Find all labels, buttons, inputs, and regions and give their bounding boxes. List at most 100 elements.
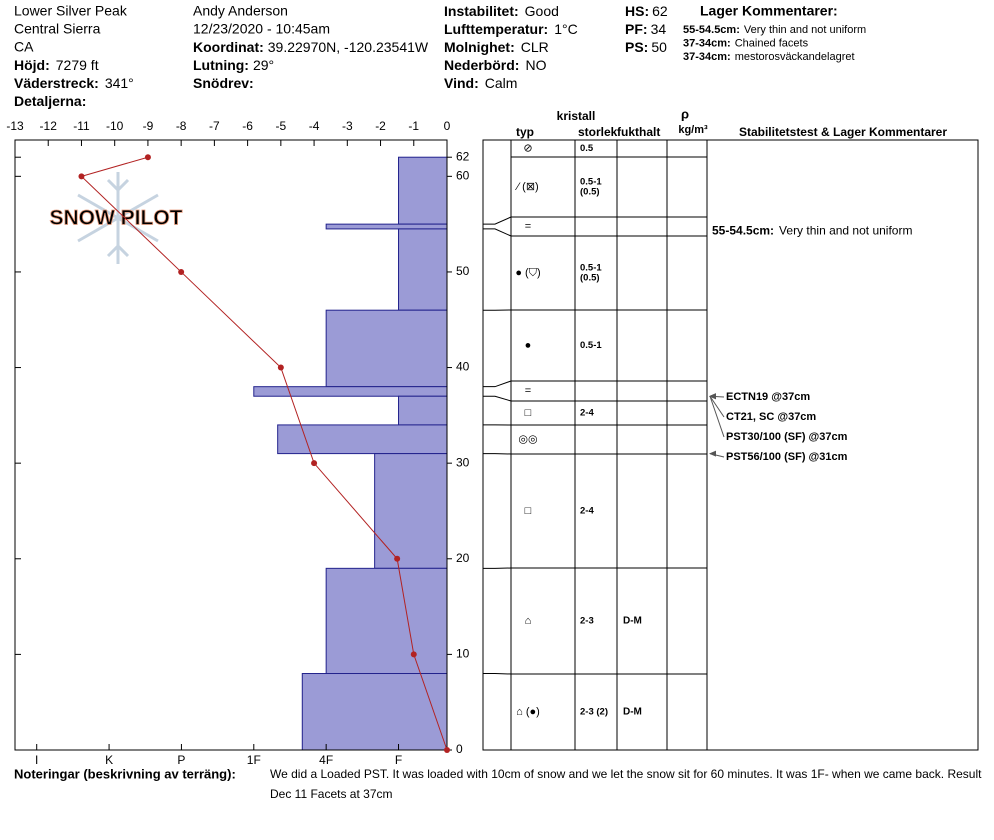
condition-field-value: Good — [525, 3, 559, 19]
observer-field-label: Koordinat: — [193, 39, 264, 55]
crystal-size: 2-4 — [580, 506, 594, 517]
hardness-tick-label: 4F — [319, 753, 333, 767]
x-tick-label: -4 — [309, 119, 320, 133]
site-line: Lower Silver Peak — [14, 3, 128, 19]
crystal-size: 2-3 (2) — [580, 707, 608, 718]
observer-line: 12/23/2020 - 10:45am — [193, 21, 330, 37]
observer-field: Snödrev: — [193, 75, 254, 91]
site-line: Central Sierra — [14, 21, 101, 37]
hardness-bar — [301, 673, 448, 751]
condition-field: Nederbörd: NO — [444, 57, 547, 73]
y-tick-label: 60 — [456, 169, 470, 183]
logo — [77, 172, 159, 264]
pit-field: HS: 62 — [625, 3, 668, 19]
layer-connector — [483, 380, 512, 388]
condition-field-label: Molnighet: — [444, 39, 515, 55]
crystal-size: 2-4 — [580, 408, 594, 419]
temperature-point — [444, 747, 450, 753]
x-tick-label: -11 — [73, 119, 90, 133]
condition-field-label: Instabilitet: — [444, 3, 519, 19]
table-header: fukthalt — [617, 125, 660, 139]
hardness-bar — [253, 386, 448, 397]
x-tick-label: -10 — [106, 119, 124, 133]
stability-test: CT21, SC @37cm — [726, 411, 816, 423]
site-field: Väderstreck: 341° — [14, 75, 134, 91]
temperature-point — [144, 154, 151, 161]
notes-line: Dec 11 Facets at 37cm — [270, 787, 393, 801]
condition-field: Molnighet: CLR — [444, 39, 549, 55]
condition-field-label: Vind: — [444, 75, 479, 91]
hardness-bar — [398, 395, 448, 426]
y-tick-label: 30 — [456, 455, 470, 469]
crystal-type: □ — [525, 505, 532, 517]
moisture: D-M — [623, 616, 642, 627]
layer-comment-value: Very thin and not uniform — [779, 224, 912, 238]
x-tick-label: -5 — [276, 119, 287, 133]
site-field-label: Höjd: — [14, 57, 50, 73]
comments-title: Lager Kommentarer: — [700, 3, 838, 19]
table-header: Stabilitetstest & Lager Kommentarer — [739, 125, 947, 139]
observer-field: Lutning: 29° — [193, 57, 274, 73]
x-tick-label: -6 — [242, 119, 253, 133]
site-field-label: Detaljerna: — [14, 93, 86, 109]
table-header: ρ — [681, 106, 689, 121]
y-tick-label: 50 — [456, 264, 470, 278]
x-tick-label: -12 — [40, 119, 58, 133]
crystal-size: 0.5-1 — [580, 263, 602, 274]
layer-connector — [483, 228, 512, 237]
pit-field-label: HS: — [625, 3, 649, 19]
layer-comment: 55-54.5cm: Very thin and not uniform — [712, 224, 912, 238]
y-tick-label: 20 — [456, 551, 470, 565]
condition-field-label: Lufttemperatur: — [444, 21, 548, 37]
x-tick-label: -3 — [342, 119, 353, 133]
layer-comment: 55-54.5cm: Very thin and not uniform — [683, 24, 866, 36]
crystal-type: ⌂ (●) — [516, 706, 540, 718]
temperature-point — [394, 555, 401, 562]
observer-field-label: Lutning: — [193, 57, 249, 73]
crystal-size: 0.5-1 — [580, 340, 602, 351]
stability-test: PST56/100 (SF) @31cm — [726, 451, 848, 463]
condition-field-label: Nederbörd: — [444, 57, 519, 73]
condition-field-value: NO — [525, 57, 546, 73]
hardness-tick-label: 1F — [247, 753, 261, 767]
crystal-type: ⌂ — [525, 615, 532, 627]
x-tick-label: -1 — [408, 119, 419, 133]
x-tick-label: -8 — [176, 119, 187, 133]
observer-line: Andy Anderson — [193, 3, 288, 19]
x-tick-label: -7 — [209, 119, 220, 133]
x-tick-label: -13 — [6, 119, 24, 133]
site-line: CA — [14, 39, 34, 55]
table-frame — [482, 139, 979, 751]
table-header: kristall — [557, 109, 596, 123]
crystal-size: 0.5 — [580, 143, 594, 154]
layer-connector — [483, 395, 512, 402]
site-field-value: 7279 ft — [56, 57, 99, 73]
temperature-point — [78, 173, 85, 180]
y-tick-label: 40 — [456, 360, 470, 374]
x-tick-label: -2 — [375, 119, 386, 133]
table-header: typ — [516, 125, 534, 139]
crystal-type: ● — [525, 339, 532, 351]
layer-connector — [483, 216, 512, 225]
layer-comment-value: Chained facets — [735, 37, 809, 49]
crystal-type: = — [525, 220, 531, 232]
condition-field: Vind: Calm — [444, 75, 517, 91]
condition-field: Instabilitet: Good — [444, 3, 559, 19]
hardness-bar — [325, 309, 448, 388]
plot-frame — [14, 139, 448, 751]
site-field: Höjd: 7279 ft — [14, 57, 99, 73]
observer-field-value: 39.22970N, -120.23541W — [268, 39, 429, 55]
site-field-value: 341° — [105, 75, 134, 91]
crystal-type: ◎◎ — [518, 433, 537, 445]
logo-text: SNOW PILOT — [50, 207, 183, 230]
table-header: kg/m³ — [678, 124, 708, 136]
y-tick-label: 0 — [456, 742, 463, 756]
stability-test: PST30/100 (SF) @37cm — [726, 431, 848, 443]
pit-field-value: 34 — [651, 21, 667, 37]
hardness-bar — [325, 567, 448, 675]
pit-field-label: PS: — [625, 39, 648, 55]
notes-line: We did a Loaded PST. It was loaded with … — [270, 767, 982, 781]
layer-comment: 37-34cm: mestorosväckandelagret — [683, 51, 855, 63]
hardness-tick-label: K — [105, 753, 113, 767]
layer-comment-label: 55-54.5cm: — [683, 24, 740, 36]
